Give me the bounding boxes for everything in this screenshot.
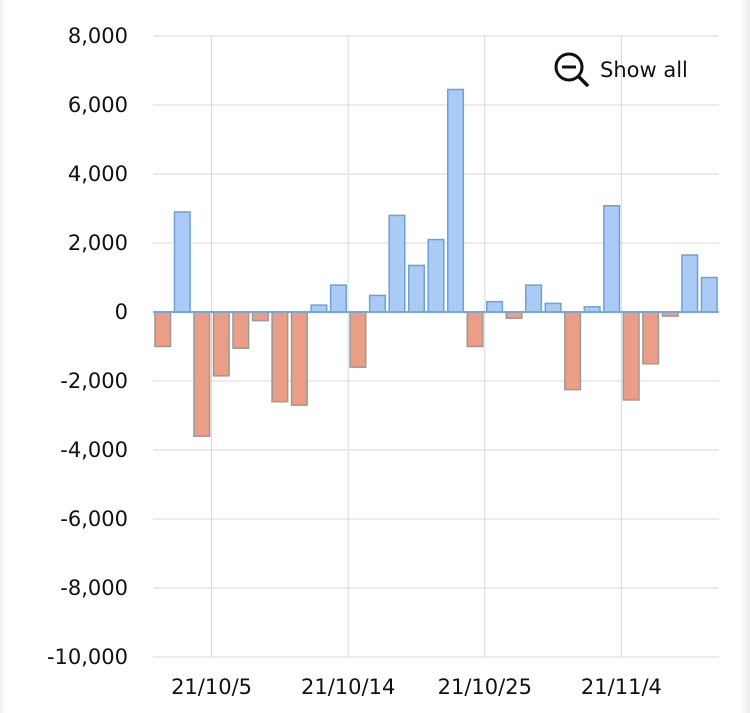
bar-negative <box>564 311 582 391</box>
y-tick-label: -2,000 <box>60 369 128 393</box>
bar-negative <box>232 311 250 349</box>
bar-negative <box>622 311 640 401</box>
y-tick-label: 4,000 <box>68 162 128 186</box>
y-tick-label: -4,000 <box>60 438 128 462</box>
bar-negative <box>349 311 367 368</box>
bar-negative <box>251 311 269 322</box>
bar-positive <box>329 284 347 313</box>
bar-positive <box>388 214 406 313</box>
bar-positive <box>407 264 426 313</box>
bar-positive <box>544 302 562 313</box>
show-all-label: Show all <box>600 58 688 82</box>
bar-negative <box>154 311 172 348</box>
bar-positive <box>603 204 621 313</box>
bar-negative <box>212 311 230 377</box>
bar-positive <box>681 254 699 313</box>
right-edge-shadow <box>740 0 750 713</box>
x-tick-label: 21/10/25 <box>438 675 532 699</box>
bar-positive <box>173 211 191 313</box>
y-tick-label: 8,000 <box>68 24 128 48</box>
x-tick-label: 21/11/4 <box>581 675 662 699</box>
y-tick-label: -10,000 <box>47 645 128 669</box>
bar-positive <box>310 304 328 313</box>
bar-positive <box>368 294 387 313</box>
bar-negative <box>290 311 308 406</box>
bar-positive <box>485 300 504 313</box>
bar-positive <box>525 284 543 313</box>
show-all-button[interactable]: Show all <box>552 50 688 90</box>
bar-positive <box>446 88 465 313</box>
y-tick-label: -6,000 <box>60 507 128 531</box>
bar-negative <box>642 311 660 365</box>
bar-positive <box>700 276 718 313</box>
y-tick-label: 2,000 <box>68 231 128 255</box>
y-tick-label: 0 <box>115 300 128 324</box>
bar-negative <box>193 311 211 437</box>
x-tick-label: 21/10/14 <box>301 675 395 699</box>
bar-positive <box>427 238 445 313</box>
left-edge-shadow <box>0 0 6 713</box>
bar-negative <box>466 311 484 348</box>
zoom-out-icon <box>552 50 592 90</box>
x-tick-label: 21/10/5 <box>171 675 252 699</box>
bar-negative <box>271 311 289 403</box>
y-tick-label: 6,000 <box>68 93 128 117</box>
y-tick-label: -8,000 <box>60 576 128 600</box>
